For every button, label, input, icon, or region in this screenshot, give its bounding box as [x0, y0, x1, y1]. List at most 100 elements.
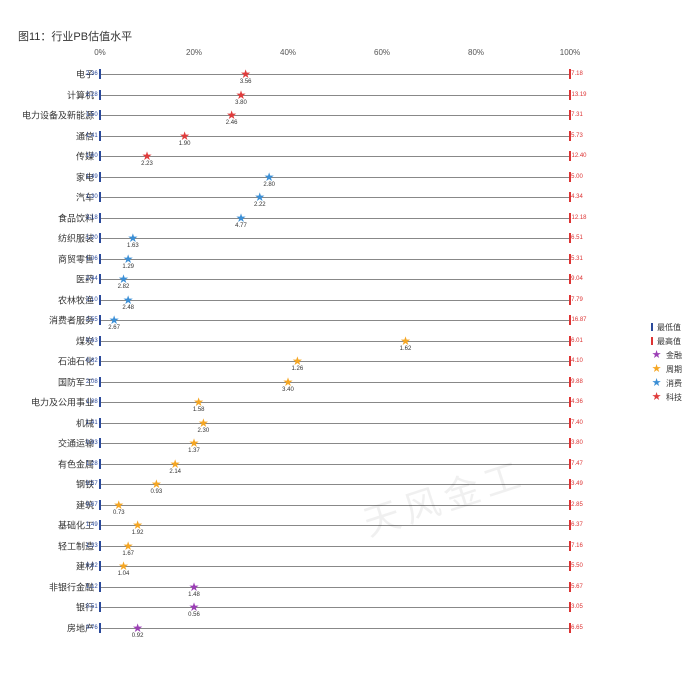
star-marker: ★3.56: [240, 68, 251, 80]
chart-title: 图11：行业PB估值水平: [18, 28, 132, 44]
min-tick: [99, 541, 101, 551]
min-value-label: 1.33: [86, 543, 98, 549]
legend: 最低值最高值★金融★周期★消费★科技: [651, 320, 682, 404]
data-row: 电力及公用事业1.084.36★1.58: [100, 392, 570, 413]
min-value-label: 1.06: [86, 256, 98, 262]
legend-label: 周期: [666, 364, 682, 375]
row-axis-line: [100, 259, 570, 260]
min-tick: [99, 315, 101, 325]
data-row: 消费者服务2.5516.87★2.67: [100, 310, 570, 331]
min-tick: [99, 500, 101, 510]
legend-star-icon: ★: [651, 378, 662, 389]
star-marker: ★0.93: [151, 478, 162, 490]
x-tick: 20%: [186, 48, 202, 57]
min-value-label: 1.41: [86, 133, 98, 139]
min-tick: [99, 377, 101, 387]
legend-label: 金融: [666, 350, 682, 361]
row-axis-line: [100, 361, 570, 362]
max-value-label: 7.18: [571, 71, 583, 77]
row-axis-line: [100, 566, 570, 567]
data-row: 建筑0.672.85★0.73: [100, 495, 570, 516]
min-tick: [99, 172, 101, 182]
star-marker: ★1.62: [400, 335, 411, 347]
legend-item: 最低值: [651, 320, 682, 334]
min-value-label: 1.08: [86, 399, 98, 405]
row-axis-line: [100, 238, 570, 239]
legend-item: ★金融: [651, 348, 682, 362]
min-tick: [99, 479, 101, 489]
data-row: 电力设备及新能源1.507.31★2.46: [100, 105, 570, 126]
max-value-label: 3.05: [571, 604, 583, 610]
max-value-label: 7.79: [571, 297, 583, 303]
x-tick: 0%: [94, 48, 106, 57]
row-axis-line: [100, 525, 570, 526]
star-marker: ★1.67: [123, 540, 134, 552]
min-tick: [99, 438, 101, 448]
max-value-label: 16.87: [572, 317, 587, 323]
row-axis-line: [100, 136, 570, 137]
max-value-label: 13.19: [572, 92, 587, 98]
max-value-label: 6.65: [571, 625, 583, 631]
max-value-label: 7.47: [571, 461, 583, 467]
star-marker: ★1.26: [292, 355, 303, 367]
star-marker: ★0.92: [132, 622, 143, 634]
chart-area: 0%20%40%60%80%100% 电子2.367.18★3.56计算机2.2…: [100, 50, 570, 670]
star-marker: ★2.30: [198, 417, 209, 429]
max-value-label: 7.40: [571, 420, 583, 426]
max-value-label: 6.01: [571, 338, 583, 344]
min-tick: [99, 623, 101, 633]
legend-item: ★周期: [651, 362, 682, 376]
legend-tick-icon: [651, 323, 653, 331]
data-row: 煤炭0.636.01★1.62: [100, 331, 570, 352]
legend-label: 科技: [666, 392, 682, 403]
legend-label: 最高值: [657, 336, 681, 347]
min-value-label: 1.50: [86, 112, 98, 118]
max-value-label: 4.10: [571, 358, 583, 364]
data-row: 非银行金融1.125.67★1.48: [100, 577, 570, 598]
row-axis-line: [100, 587, 570, 588]
min-value-label: 2.10: [86, 297, 98, 303]
data-row: 银行0.513.05★0.56: [100, 597, 570, 618]
min-value-label: 0.82: [86, 563, 98, 569]
min-tick: [99, 110, 101, 120]
min-tick: [99, 336, 101, 346]
data-row: 农林牧渔2.107.79★2.48: [100, 290, 570, 311]
data-row: 交通运输0.933.80★1.37: [100, 433, 570, 454]
legend-label: 消费: [666, 378, 682, 389]
row-axis-line: [100, 115, 570, 116]
max-value-label: 6.51: [571, 235, 583, 241]
data-row: 商贸零售1.065.31★1.29: [100, 249, 570, 270]
min-value-label: 1.28: [86, 461, 98, 467]
max-value-label: 5.67: [571, 584, 583, 590]
min-value-label: 1.12: [86, 584, 98, 590]
data-row: 有色金属1.287.47★2.14: [100, 454, 570, 475]
min-tick: [99, 233, 101, 243]
data-row: 汽车1.304.34★2.22: [100, 187, 570, 208]
star-marker: ★1.04: [118, 560, 129, 572]
legend-item: 最高值: [651, 334, 682, 348]
star-marker: ★1.58: [193, 396, 204, 408]
min-tick: [99, 459, 101, 469]
star-marker: ★1.48: [189, 581, 200, 593]
row-axis-line: [100, 156, 570, 157]
min-value-label: 0.93: [86, 440, 98, 446]
data-row: 钢铁0.573.49★0.93: [100, 474, 570, 495]
min-tick: [99, 192, 101, 202]
min-value-label: 1.41: [86, 420, 98, 426]
row-axis-line: [100, 279, 570, 280]
data-row: 食品饮料3.1812.18★4.77: [100, 208, 570, 229]
star-marker: ★0.73: [113, 499, 124, 511]
row-axis-line: [100, 628, 570, 629]
data-row: 传媒1.6012.40★2.23: [100, 146, 570, 167]
min-value-label: 2.08: [86, 379, 98, 385]
min-value-label: 2.44: [86, 276, 98, 282]
legend-tick-icon: [651, 337, 653, 345]
min-tick: [99, 356, 101, 366]
data-row: 建材0.825.50★1.04: [100, 556, 570, 577]
min-tick: [99, 397, 101, 407]
min-tick: [99, 520, 101, 530]
min-value-label: 2.28: [86, 92, 98, 98]
max-value-label: 6.37: [571, 522, 583, 528]
min-value-label: 1.49: [86, 174, 98, 180]
star-marker: ★3.80: [236, 89, 247, 101]
